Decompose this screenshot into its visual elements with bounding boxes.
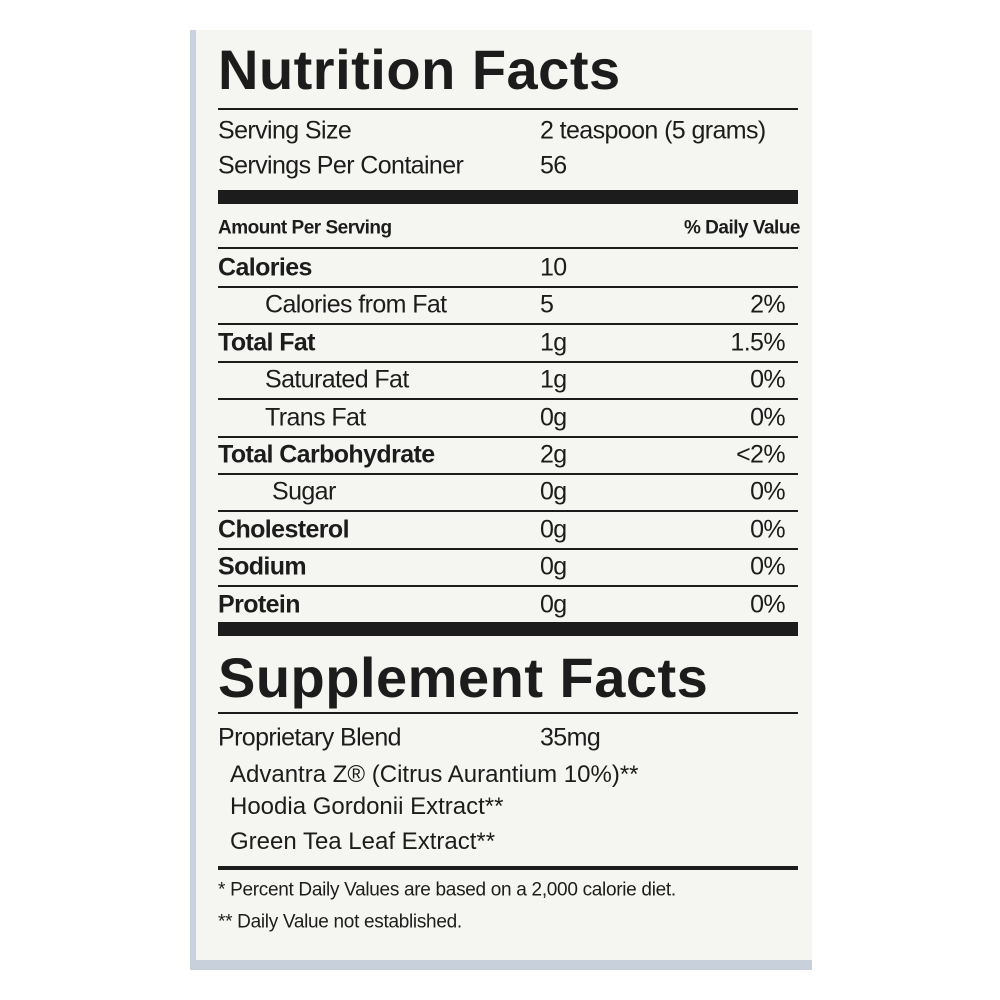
row-name: Calories: [218, 253, 312, 282]
row-name: Sodium: [218, 552, 307, 581]
row-amount: 1g: [540, 328, 567, 357]
label: Serving Size: [218, 116, 352, 145]
row-amount: 2g: [540, 440, 567, 469]
ingredient: Green Tea Leaf Extract**: [230, 828, 496, 855]
value: 56: [540, 151, 567, 180]
row-daily-value: 2%: [750, 290, 786, 319]
rule: [218, 108, 798, 110]
row-name: Total Fat: [218, 328, 316, 357]
row-name: Cholesterol: [218, 515, 350, 544]
rule: [218, 190, 798, 204]
row-amount: 1g: [540, 365, 567, 394]
row-daily-value: 0%: [750, 365, 786, 394]
rule: [218, 585, 798, 587]
footnote: * Percent Daily Values are based on a 2,…: [218, 879, 676, 901]
row-daily-value: <2%: [736, 440, 786, 469]
row-daily-value: 0%: [750, 590, 786, 619]
row-name: Trans Fat: [265, 403, 366, 432]
header: % Daily Value: [683, 217, 801, 239]
value: 2 teaspoon (5 grams): [540, 116, 766, 145]
rule: [218, 398, 798, 400]
label-panel: [190, 30, 812, 970]
row-daily-value: 0%: [750, 515, 786, 544]
package-edge: [190, 960, 812, 970]
ingredient: Hoodia Gordonii Extract**: [230, 793, 504, 820]
row-name: Total Carbohydrate: [218, 440, 435, 469]
footnote: ** Daily Value not established.: [218, 911, 462, 933]
row-amount: 0g: [540, 590, 567, 619]
rule: [218, 712, 798, 714]
ingredient: Advantra Z® (Citrus Aurantium 10%)**: [230, 761, 639, 788]
row-amount: 0g: [540, 477, 567, 506]
row-daily-value: 1.5%: [730, 328, 785, 357]
row-name: Sugar: [272, 477, 336, 506]
row-amount: 10: [540, 253, 567, 282]
header: Amount Per Serving: [218, 217, 392, 239]
row-daily-value: 0%: [750, 552, 786, 581]
rule: [218, 548, 798, 550]
rule: [218, 866, 798, 870]
row-amount: 0g: [540, 552, 567, 581]
label: Servings Per Container: [218, 151, 464, 180]
label: Proprietary Blend: [218, 723, 402, 752]
row-daily-value: 0%: [750, 477, 786, 506]
row-daily-value: 0%: [750, 403, 786, 432]
row-amount: 5: [540, 290, 554, 319]
row-amount: 0g: [540, 515, 567, 544]
rule: [218, 323, 798, 325]
rule: [218, 361, 798, 363]
title: Nutrition Facts: [218, 38, 621, 101]
title: Supplement Facts: [218, 646, 709, 709]
rule: [218, 436, 798, 438]
rule: [218, 286, 798, 288]
row-name: Calories from Fat: [265, 290, 447, 319]
rule: [218, 510, 798, 512]
rule: [218, 622, 798, 636]
row-amount: 0g: [540, 403, 567, 432]
row-name: Saturated Fat: [265, 365, 409, 394]
rule: [218, 473, 798, 475]
rule: [218, 247, 798, 249]
row-name: Protein: [218, 590, 301, 619]
value: 35mg: [540, 723, 601, 752]
